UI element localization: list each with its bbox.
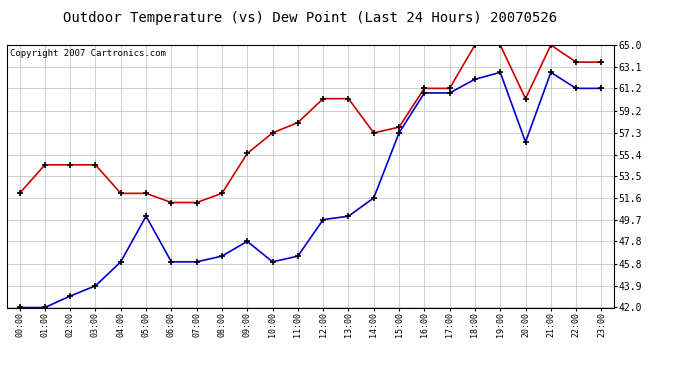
Text: Outdoor Temperature (vs) Dew Point (Last 24 Hours) 20070526: Outdoor Temperature (vs) Dew Point (Last…: [63, 11, 558, 25]
Text: Copyright 2007 Cartronics.com: Copyright 2007 Cartronics.com: [10, 49, 166, 58]
